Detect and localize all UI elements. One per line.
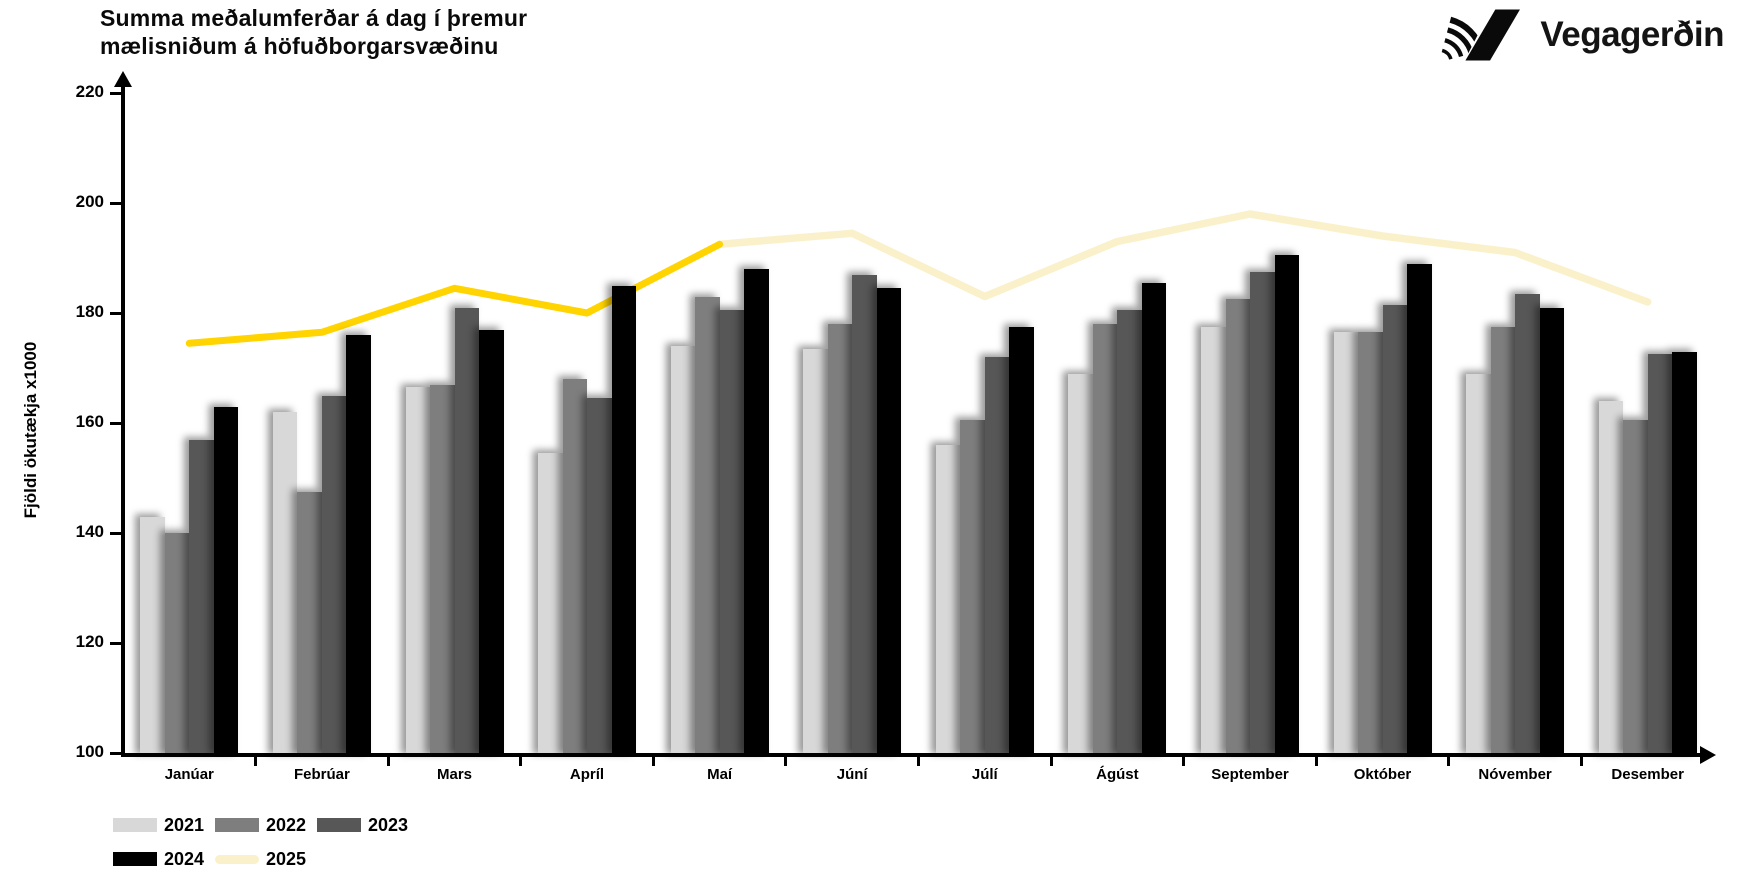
- y-axis: [121, 85, 125, 757]
- bar-2024-month-12: [1672, 351, 1697, 757]
- bar-2023-month-9: [1250, 271, 1275, 758]
- bar-2024-month-6: [876, 288, 902, 758]
- y-axis-arrow-icon: [114, 71, 132, 87]
- bar-2023-month-12: [1647, 354, 1673, 758]
- x-tick-9: [1314, 757, 1318, 766]
- line-2025-projection: [715, 210, 1652, 306]
- bar-2022-month-8: [1092, 324, 1118, 757]
- x-label-12: Desember: [1611, 766, 1684, 783]
- y-tick-label-140: 140: [75, 522, 104, 541]
- bar-2021-month-3: [405, 387, 430, 758]
- chart-title: Summa meðalumferðar á dag í þremur mælis…: [100, 5, 528, 59]
- bar-2021-month-10: [1333, 332, 1358, 758]
- x-tick-7: [1049, 757, 1053, 766]
- y-tick-120: [110, 641, 123, 645]
- bar-2023-month-3: [454, 307, 479, 757]
- x-tick-11: [1579, 757, 1583, 766]
- vegagerdin-logo: Vegagerðin: [1439, 7, 1724, 63]
- y-tick-200: [110, 201, 123, 205]
- bar-2024-month-4: [611, 285, 636, 757]
- y-tick-180: [110, 311, 123, 315]
- bar-2024-month-3: [479, 329, 504, 757]
- bar-2021-month-4: [538, 453, 563, 758]
- bar-2024-month-7: [1009, 326, 1034, 758]
- bar-2024-month-8: [1141, 282, 1167, 758]
- bar-2022-month-11: [1490, 326, 1516, 758]
- x-tick-3: [519, 757, 523, 766]
- x-tick-5: [784, 757, 788, 766]
- x-tick-2: [386, 757, 390, 766]
- bar-2024-month-2: [346, 335, 371, 757]
- bar-2021-month-8: [1068, 373, 1093, 757]
- y-tick-label-100: 100: [75, 742, 104, 761]
- y-tick-label-220: 220: [75, 82, 104, 101]
- bar-2021-month-11: [1466, 373, 1491, 757]
- bar-2023-month-11: [1515, 293, 1540, 758]
- y-tick-100: [110, 751, 123, 755]
- bar-2024-month-11: [1539, 307, 1565, 757]
- y-tick-label-180: 180: [75, 302, 104, 321]
- x-label-5: Maí: [707, 766, 733, 783]
- bar-2023-month-6: [852, 274, 877, 757]
- bar-2022-month-9: [1225, 299, 1250, 758]
- bar-2024-month-1: [213, 406, 239, 757]
- x-label-8: Ágúst: [1096, 766, 1139, 783]
- x-label-2: Febrúar: [293, 766, 350, 783]
- bar-2022-month-4: [562, 379, 587, 757]
- x-label-10: Október: [1353, 766, 1412, 783]
- y-tick-label-160: 160: [75, 412, 104, 431]
- y-tick-160: [110, 421, 123, 425]
- bar-2023-month-5: [719, 310, 745, 758]
- x-label-3: Mars: [436, 766, 473, 783]
- x-tick-6: [917, 757, 920, 766]
- x-tick-8: [1182, 757, 1186, 766]
- bar-2024-month-9: [1274, 255, 1299, 758]
- x-axis-arrow-icon: [1700, 746, 1716, 764]
- bar-2021-month-2: [272, 412, 298, 757]
- bar-2023-month-7: [984, 357, 1010, 757]
- bar-2024-month-5: [744, 269, 769, 757]
- bar-2022-month-3: [430, 384, 455, 757]
- x-axis: [121, 753, 1702, 757]
- x-label-9: September: [1211, 766, 1289, 783]
- y-tick-label-200: 200: [75, 192, 104, 211]
- y-tick-220: [110, 91, 123, 95]
- x-label-1: Janúar: [164, 766, 214, 783]
- y-tick-label-120: 120: [75, 632, 104, 651]
- bar-2021-month-6: [803, 348, 828, 758]
- x-label-4: Apríl: [569, 766, 605, 783]
- bar-2021-month-5: [670, 346, 696, 757]
- vegagerdin-logo-icon: [1441, 9, 1521, 61]
- vegagerdin-logo-text: Vegagerðin: [1540, 15, 1724, 54]
- bar-2022-month-10: [1358, 332, 1383, 758]
- bar-2022-month-2: [297, 491, 322, 758]
- x-label-11: Nóvember: [1478, 766, 1552, 783]
- x-label-7: Júlí: [971, 766, 998, 783]
- bar-2023-month-8: [1117, 310, 1142, 758]
- bar-2023-month-10: [1382, 304, 1407, 758]
- bar-2023-month-4: [587, 398, 612, 758]
- bar-2022-month-5: [695, 296, 720, 757]
- bar-2024-month-10: [1407, 263, 1432, 757]
- bar-2021-month-1: [140, 516, 165, 757]
- x-tick-1: [254, 757, 258, 766]
- bar-2021-month-12: [1598, 401, 1624, 757]
- y-tick-140: [110, 531, 123, 535]
- x-label-6: Júní: [836, 766, 868, 783]
- x-tick-10: [1447, 757, 1451, 766]
- bar-2023-month-2: [321, 395, 347, 757]
- bar-2021-month-9: [1201, 326, 1226, 758]
- bar-2023-month-1: [189, 439, 214, 757]
- x-tick-4: [651, 757, 655, 766]
- bar-2022-month-12: [1623, 420, 1648, 758]
- bar-2022-month-6: [827, 324, 853, 757]
- bar-2021-month-7: [935, 445, 961, 757]
- bar-2022-month-1: [164, 533, 190, 757]
- bar-2022-month-7: [960, 420, 985, 758]
